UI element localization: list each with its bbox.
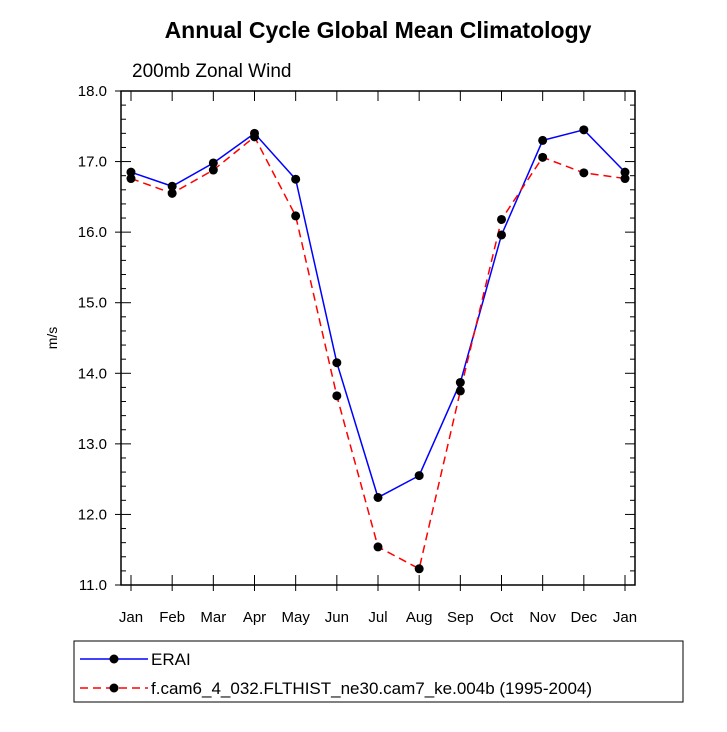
x-tick-label: Jun xyxy=(325,609,349,626)
x-tick-label: Mar xyxy=(200,609,226,626)
x-tick-label: Jan xyxy=(613,609,637,626)
data-point-series-1 xyxy=(414,564,424,574)
data-point-series-1 xyxy=(126,174,136,184)
data-point-series-0 xyxy=(126,167,136,177)
axis-ticks: 11.0 12.0 13.0 14.0 15.0 16.0 17.0 18.0 Jan Feb Ma… xyxy=(78,83,637,626)
x-tick-label: Jul xyxy=(368,609,387,626)
y-tick-label: 18.0 xyxy=(78,83,107,100)
x-tick-label: Nov xyxy=(529,609,556,626)
y-tick-label: 14.0 xyxy=(78,365,107,382)
x-tick-label: Dec xyxy=(570,609,597,626)
data-point-series-0 xyxy=(332,358,342,368)
x-tick-label: Oct xyxy=(490,609,514,626)
legend-marker-1 xyxy=(109,683,119,693)
legend: ERAI f.cam6_4_032.FLTHIST_ne30.cam7_ke.00… xyxy=(80,650,592,698)
chart-subtitle: 200mb Zonal Wind xyxy=(132,61,291,82)
data-point-series-0 xyxy=(291,174,301,184)
data-point-series-1 xyxy=(620,174,630,184)
data-point-series-1 xyxy=(332,391,342,401)
data-point-series-0 xyxy=(167,181,177,191)
legend-label-0: ERAI xyxy=(151,650,191,669)
x-tick-label: Sep xyxy=(447,609,474,626)
data-point-series-1 xyxy=(291,211,301,221)
data-point-series-0 xyxy=(208,158,218,168)
data-point-series-1 xyxy=(167,188,177,198)
series-line-1 xyxy=(130,135,626,570)
x-tick-label: Jan xyxy=(119,609,143,626)
data-point-series-0 xyxy=(620,167,630,177)
data-point-series-1 xyxy=(208,165,218,175)
y-axis-label: m/s xyxy=(44,327,60,350)
data-point-series-1 xyxy=(497,214,506,224)
x-tick-label: Aug xyxy=(406,609,433,626)
data-point-series-0 xyxy=(579,125,589,135)
y-tick-label: 17.0 xyxy=(78,154,107,171)
y-tick-label: 11.0 xyxy=(79,577,107,594)
plot-frame xyxy=(120,90,636,586)
x-tick-label: Apr xyxy=(243,609,266,626)
y-tick-label: 13.0 xyxy=(78,436,107,453)
y-tick-label: 16.0 xyxy=(78,224,107,241)
data-point-series-0 xyxy=(373,492,383,502)
legend-box xyxy=(73,640,684,703)
y-tick-label: 15.0 xyxy=(78,295,107,312)
series-layer xyxy=(126,125,630,574)
data-point-series-1 xyxy=(455,386,465,396)
data-point-series-1 xyxy=(250,132,259,142)
x-tick-label: May xyxy=(281,609,310,626)
legend-label-1: f.cam6_4_032.FLTHIST_ne30.cam7_ke.004b (… xyxy=(151,679,592,698)
data-point-series-0 xyxy=(497,230,506,240)
data-point-series-0 xyxy=(414,471,424,481)
data-point-series-1 xyxy=(579,168,589,178)
data-point-series-0 xyxy=(455,377,465,387)
data-point-series-1 xyxy=(373,542,383,552)
data-point-series-0 xyxy=(538,135,548,145)
y-tick-label: 12.0 xyxy=(78,506,107,523)
legend-marker-0 xyxy=(109,654,119,664)
series-line-0 xyxy=(130,128,626,499)
data-point-series-1 xyxy=(538,152,548,162)
chart-title: Annual Cycle Global Mean Climatology xyxy=(165,17,592,43)
x-tick-label: Feb xyxy=(159,609,185,626)
